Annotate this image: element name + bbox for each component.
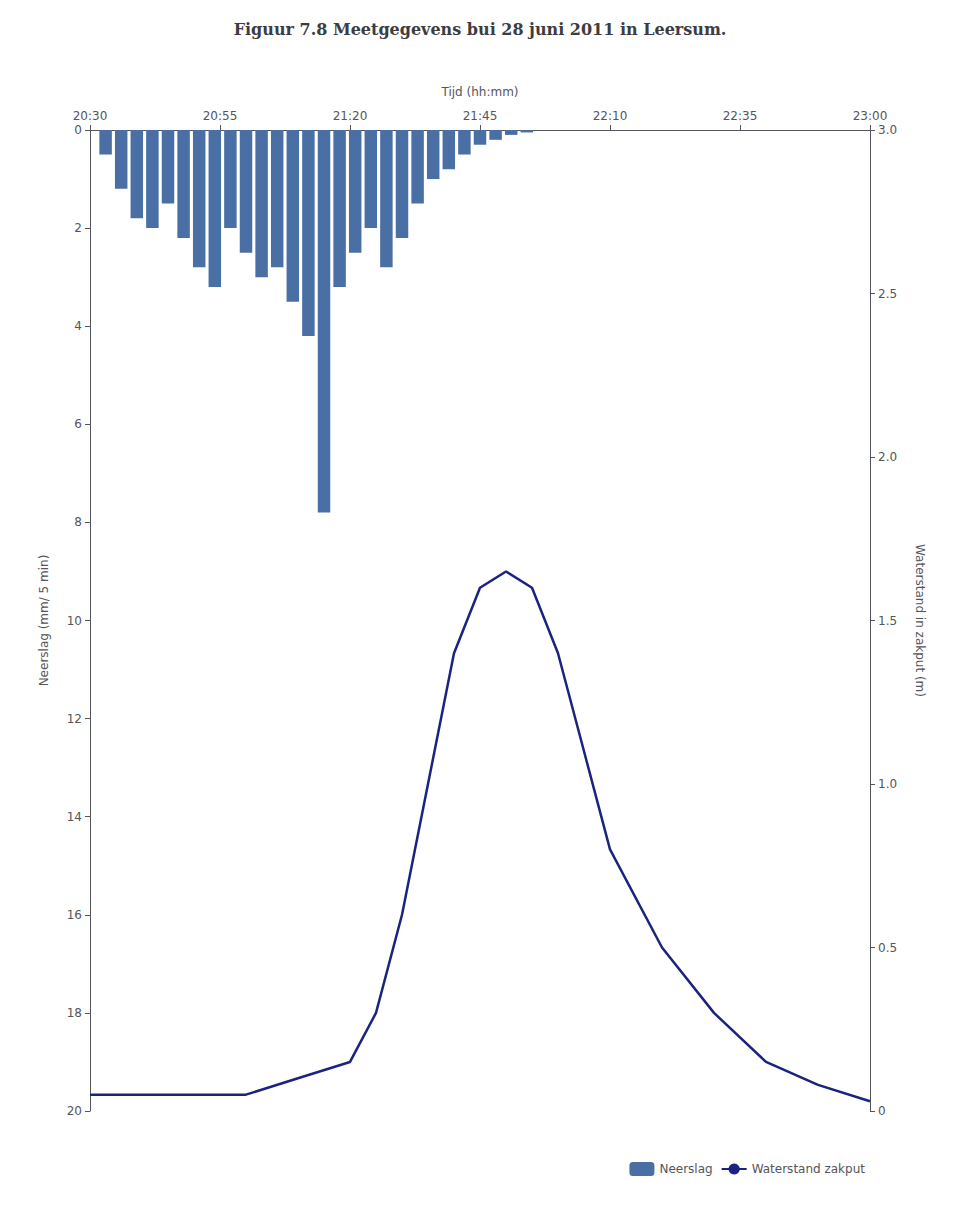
svg-text:Neerslag (mm/ 5 min): Neerslag (mm/ 5 min) (37, 555, 51, 687)
svg-text:14: 14 (67, 810, 82, 824)
svg-text:12: 12 (67, 712, 82, 726)
svg-text:2: 2 (74, 221, 82, 235)
svg-text:16: 16 (67, 908, 82, 922)
svg-text:23:00: 23:00 (853, 109, 888, 123)
svg-text:Neerslag: Neerslag (659, 1162, 712, 1176)
svg-text:10: 10 (67, 614, 82, 628)
svg-text:1.0: 1.0 (878, 777, 897, 791)
svg-text:0: 0 (74, 123, 82, 137)
svg-text:Tijd (hh:mm): Tijd (hh:mm) (440, 85, 518, 99)
svg-text:21:20: 21:20 (333, 109, 368, 123)
svg-text:0.5: 0.5 (878, 941, 897, 955)
svg-text:4: 4 (74, 319, 82, 333)
svg-text:22:35: 22:35 (723, 109, 758, 123)
svg-text:2.0: 2.0 (878, 450, 897, 464)
svg-text:Waterstand zakput: Waterstand zakput (752, 1162, 866, 1176)
svg-text:21:45: 21:45 (463, 109, 498, 123)
svg-text:0: 0 (878, 1104, 886, 1118)
svg-text:18: 18 (67, 1006, 82, 1020)
svg-text:1.5: 1.5 (878, 614, 897, 628)
svg-text:3.0: 3.0 (878, 123, 897, 137)
svg-text:Waterstand in zakput (m): Waterstand in zakput (m) (913, 544, 927, 697)
svg-text:6: 6 (74, 417, 82, 431)
svg-text:2.5: 2.5 (878, 287, 897, 301)
svg-text:22:10: 22:10 (593, 109, 628, 123)
svg-text:20:30: 20:30 (73, 109, 108, 123)
svg-text:20: 20 (67, 1104, 82, 1118)
svg-text:8: 8 (74, 515, 82, 529)
svg-text:Figuur 7.8 Meetgegevens bui 28: Figuur 7.8 Meetgegevens bui 28 juni 2011… (234, 20, 727, 39)
svg-text:20:55: 20:55 (203, 109, 238, 123)
